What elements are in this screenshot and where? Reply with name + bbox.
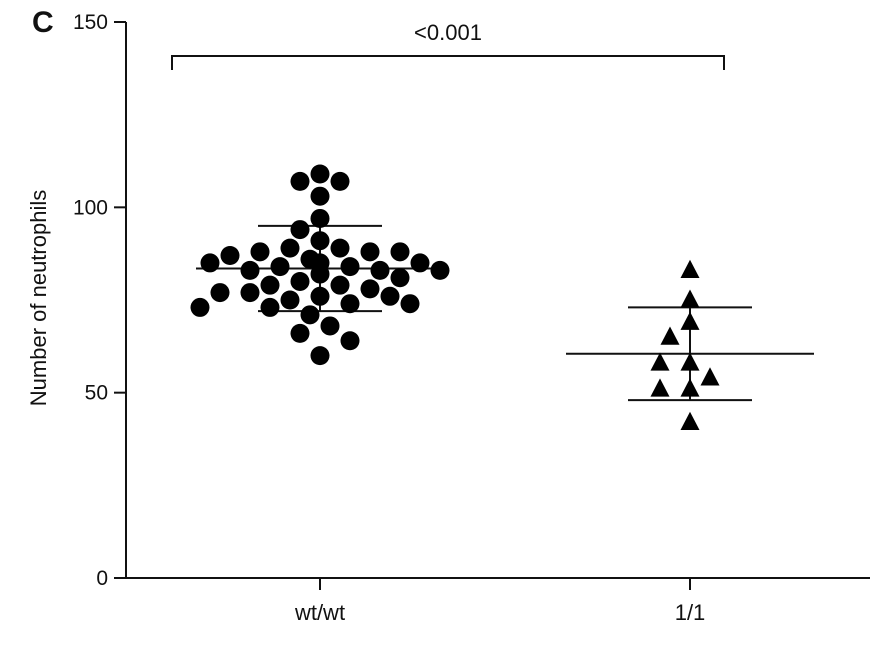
data-point	[200, 253, 220, 273]
data-point	[650, 378, 670, 397]
data-point	[300, 305, 320, 325]
y-tick-label: 50	[85, 382, 108, 405]
data-point	[290, 271, 310, 291]
y-tick-label: 150	[73, 11, 108, 34]
data-point	[400, 294, 420, 314]
data-point	[240, 260, 260, 280]
data-point	[310, 231, 330, 251]
data-point	[320, 316, 340, 336]
data-point	[430, 260, 450, 280]
data-point	[270, 257, 290, 277]
data-point	[700, 367, 720, 386]
data-point	[680, 289, 700, 308]
data-point	[370, 260, 390, 280]
data-point	[290, 323, 310, 343]
data-point	[680, 259, 700, 278]
data-point	[240, 283, 260, 303]
x-tick-label: 1/1	[675, 600, 706, 625]
data-point	[390, 268, 410, 288]
data-point	[650, 352, 670, 371]
x-tick-label: wt/wt	[294, 600, 345, 625]
panel-label: C	[32, 6, 54, 39]
data-point	[220, 246, 240, 266]
data-point	[360, 279, 380, 299]
data-point	[330, 171, 350, 191]
data-points	[190, 164, 720, 430]
data-point	[360, 242, 380, 262]
data-point	[390, 242, 410, 262]
data-point	[310, 264, 330, 284]
data-point	[280, 238, 300, 258]
data-point	[310, 186, 330, 206]
data-point	[680, 411, 700, 430]
data-point	[290, 171, 310, 191]
data-point	[260, 297, 280, 317]
data-point	[210, 283, 230, 303]
data-point	[680, 311, 700, 330]
data-point	[330, 238, 350, 258]
data-point	[680, 378, 700, 397]
data-point	[380, 286, 400, 306]
data-point	[250, 242, 270, 262]
significance-bracket	[171, 55, 725, 70]
data-point	[260, 275, 280, 295]
data-point	[290, 220, 310, 240]
data-point	[190, 297, 210, 317]
data-point	[310, 208, 330, 228]
data-point	[660, 326, 680, 345]
data-point	[340, 294, 360, 314]
bracket-line	[171, 55, 725, 70]
data-point	[310, 346, 330, 366]
y-tick-label: 100	[73, 196, 108, 219]
data-point	[310, 164, 330, 184]
data-point	[280, 290, 300, 310]
data-point	[410, 253, 430, 273]
data-point	[330, 275, 350, 295]
y-ticks: 0 50 100 150	[73, 11, 126, 590]
x-ticks: wt/wt 1/1	[294, 578, 705, 625]
y-tick-label: 0	[96, 567, 108, 590]
data-point	[340, 257, 360, 277]
data-point	[340, 331, 360, 351]
significance-label: <0.001	[414, 20, 482, 45]
data-point	[680, 352, 700, 371]
data-point	[310, 286, 330, 306]
y-axis-label: Number of neutrophils	[26, 190, 51, 406]
